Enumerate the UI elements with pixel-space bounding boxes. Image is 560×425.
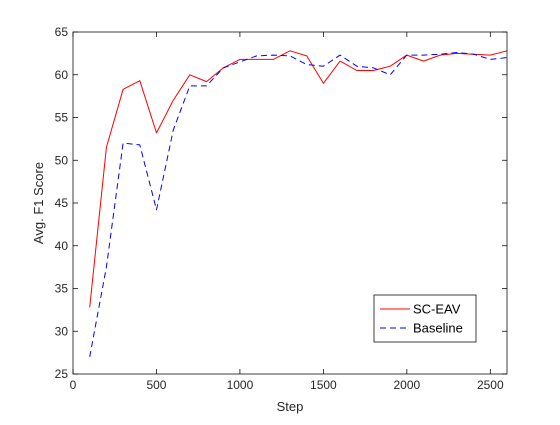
y-tick-label: 30 <box>55 324 69 338</box>
x-tick-label: 2000 <box>393 378 420 392</box>
legend-label-sc-eav: SC-EAV <box>413 302 461 317</box>
legend: SC-EAV Baseline <box>373 294 477 343</box>
x-tick-label: 500 <box>146 378 166 392</box>
y-axis-label: Avg. F1 Score <box>31 162 46 244</box>
legend-label-baseline: Baseline <box>413 321 463 336</box>
y-tick-label: 65 <box>55 25 69 39</box>
y-tick-label: 25 <box>55 367 69 381</box>
x-tick-label: 2500 <box>477 378 504 392</box>
x-tick-label: 0 <box>70 378 77 392</box>
y-tick-label: 35 <box>55 282 69 296</box>
y-tick-label: 55 <box>55 111 69 125</box>
ticks-layer: 0 500 1000 1500 2000 2500 25 30 35 40 45 50 55 60 65 <box>55 25 507 392</box>
plot-frame <box>72 31 508 375</box>
y-tick-label: 40 <box>55 239 69 253</box>
x-axis-label: Step <box>277 399 304 414</box>
series-layer <box>89 50 508 357</box>
series-line-baseline <box>89 52 508 357</box>
y-tick-label: 60 <box>55 68 69 82</box>
legend-box <box>373 294 477 343</box>
y-tick-label: 50 <box>55 153 69 167</box>
x-tick-label: 1500 <box>310 378 337 392</box>
series-line-sc-eav <box>89 50 508 308</box>
x-tick-label: 1000 <box>227 378 254 392</box>
y-tick-label: 45 <box>55 196 69 210</box>
